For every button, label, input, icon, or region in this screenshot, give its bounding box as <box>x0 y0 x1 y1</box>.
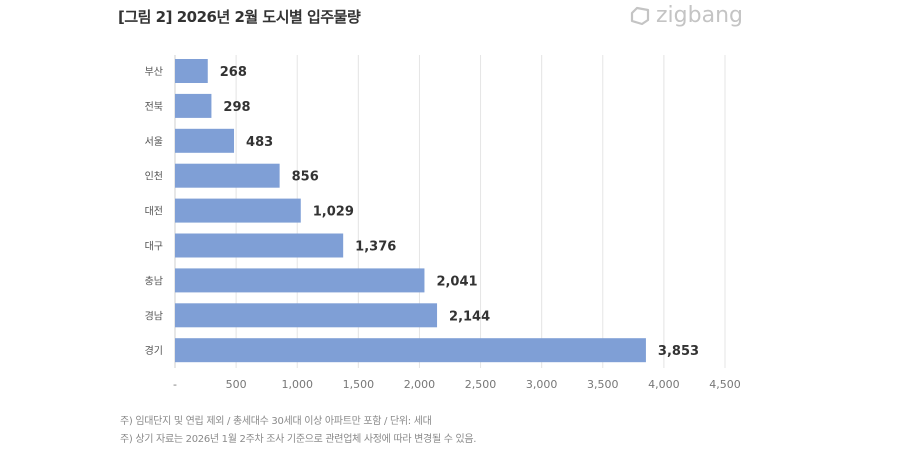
data-label: 1,029 <box>313 205 354 220</box>
data-label: 1,376 <box>355 240 396 255</box>
logo-icon <box>630 6 650 25</box>
zigbang-logo: zigbang <box>628 3 743 28</box>
category-label: 대전 <box>145 206 163 218</box>
bar-경기 <box>175 338 646 363</box>
x-tick-label: 3,000 <box>526 378 558 391</box>
x-tick-label: 1,000 <box>281 378 313 391</box>
category-label: 경남 <box>145 309 163 322</box>
figure <box>108 0 792 450</box>
data-label: 268 <box>220 65 247 80</box>
x-tick-label: - <box>173 378 177 391</box>
x-tick-label: 2,500 <box>465 378 497 391</box>
category-label: 대구 <box>145 241 163 253</box>
bar-대전 <box>175 198 301 223</box>
category-label: 경기 <box>145 344 163 357</box>
category-label: 충남 <box>145 275 163 287</box>
data-label: 3,853 <box>658 344 699 359</box>
data-label: 2,041 <box>436 274 477 289</box>
x-tick-label: 4,500 <box>709 378 741 391</box>
x-tick-label: 4,000 <box>648 378 680 391</box>
category-label: 전북 <box>145 101 163 113</box>
data-label: 483 <box>246 135 273 150</box>
data-label: 2,144 <box>449 309 490 324</box>
bar-인천 <box>175 163 280 188</box>
bar-서울 <box>175 128 235 153</box>
data-label: 298 <box>223 100 250 115</box>
bar-충남 <box>175 268 425 293</box>
x-tick-label: 1,500 <box>343 378 375 391</box>
bar-대구 <box>175 233 344 258</box>
category-label: 서울 <box>145 136 163 148</box>
logo-text: zigbang <box>656 3 743 28</box>
footnote-1: 주) 임대단지 및 연립 제외 / 총세대수 30세대 이상 아파트만 포함 /… <box>120 416 432 427</box>
bar-부산 <box>175 59 208 83</box>
footnote-2: 주) 상기 자료는 2026년 1월 2주차 조사 기준으로 관련업체 사정에 … <box>120 434 477 445</box>
category-label: 부산 <box>145 66 163 78</box>
bar-경남 <box>175 303 438 328</box>
bar-전북 <box>175 93 212 118</box>
data-label: 856 <box>292 170 319 185</box>
category-label: 인천 <box>145 171 163 183</box>
x-tick-label: 500 <box>226 378 247 391</box>
x-tick-label: 3,500 <box>587 378 619 391</box>
chart-title: [그림 2] 2026년 2월 도시별 입주물량 <box>118 8 361 26</box>
x-tick-label: 2,000 <box>404 378 436 391</box>
